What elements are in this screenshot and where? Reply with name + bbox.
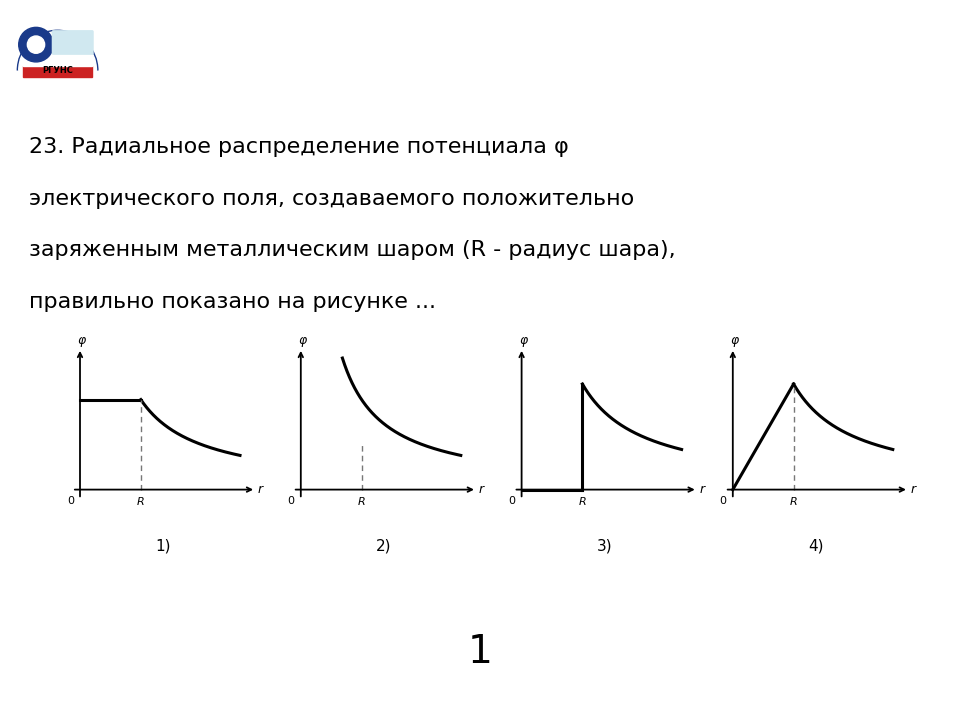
Text: 2): 2) xyxy=(376,539,392,554)
Circle shape xyxy=(19,27,54,62)
Text: R: R xyxy=(790,497,798,507)
Text: 0: 0 xyxy=(288,495,295,505)
Text: 3): 3) xyxy=(597,539,612,554)
Text: 1): 1) xyxy=(156,539,171,554)
Bar xyxy=(23,66,92,76)
Text: φ: φ xyxy=(519,334,527,347)
Text: r: r xyxy=(478,483,484,496)
Text: РГУНС: РГУНС xyxy=(42,66,73,75)
Text: 23. Радиальное распределение потенциала φ: 23. Радиальное распределение потенциала … xyxy=(29,137,568,157)
Text: R: R xyxy=(579,497,587,507)
Text: 0: 0 xyxy=(67,495,74,505)
Text: R: R xyxy=(358,497,366,507)
Text: φ: φ xyxy=(78,334,85,347)
Text: φ: φ xyxy=(299,334,306,347)
FancyBboxPatch shape xyxy=(53,31,93,54)
Text: φ: φ xyxy=(731,334,738,347)
Text: заряженным металлическим шаром (R - радиус шара),: заряженным металлическим шаром (R - ради… xyxy=(29,240,676,261)
Bar xyxy=(23,59,92,66)
Text: R: R xyxy=(137,497,145,507)
Text: 0: 0 xyxy=(509,495,516,505)
Text: 4): 4) xyxy=(808,539,824,554)
Circle shape xyxy=(27,36,44,53)
Text: правильно показано на рисунке ...: правильно показано на рисунке ... xyxy=(29,292,436,312)
Text: r: r xyxy=(910,483,916,496)
Text: 1: 1 xyxy=(468,633,492,670)
Wedge shape xyxy=(19,32,96,71)
Text: электрического поля, создаваемого положительно: электрического поля, создаваемого положи… xyxy=(29,189,634,209)
Text: 0: 0 xyxy=(720,495,727,505)
Text: r: r xyxy=(257,483,263,496)
Text: r: r xyxy=(699,483,705,496)
